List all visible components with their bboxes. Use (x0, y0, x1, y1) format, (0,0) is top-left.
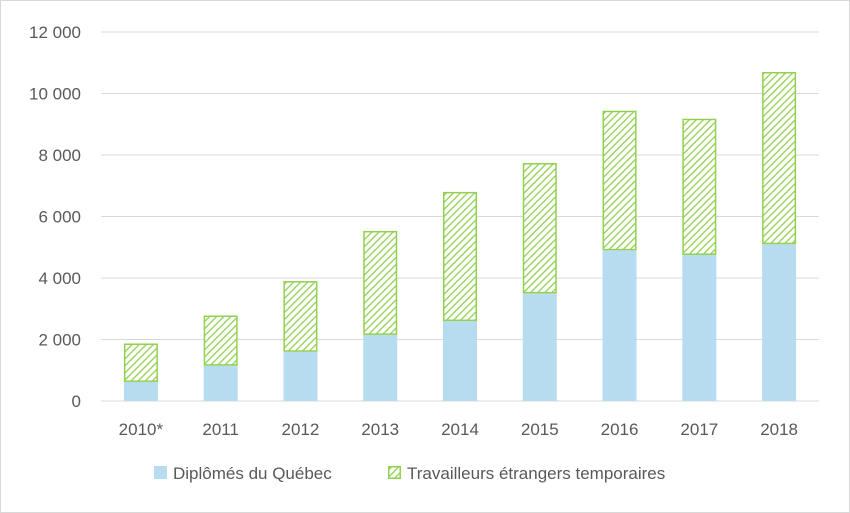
y-tick-label: 4 000 (38, 269, 81, 288)
bar-travailleurs-2010* (123, 343, 158, 382)
x-tick-label: 2012 (282, 420, 320, 439)
bar-diplomes-2017 (682, 254, 717, 401)
bar-diplomes-2018 (762, 244, 797, 401)
bar-travailleurs-2013 (363, 230, 398, 335)
y-tick-label: 12 000 (29, 23, 81, 42)
bar-travailleurs-2016 (602, 110, 637, 251)
bar-diplomes-2012 (283, 351, 318, 401)
y-tick-label: 6 000 (38, 208, 81, 227)
bar-diplomes-2016 (602, 250, 637, 401)
y-axis-tick-labels: 0 2 000 4 000 6 000 8 000 10 000 12 000 (29, 23, 81, 411)
y-tick-label: 8 000 (38, 146, 81, 165)
bar-travailleurs-2018 (762, 71, 797, 245)
x-axis-tick-labels: 2010* 2011 2012 2013 2014 2015 2016 2017 2018 (119, 420, 798, 439)
x-tick-label: 2010* (119, 420, 164, 439)
x-tick-label: 2016 (601, 420, 639, 439)
x-tick-label: 2011 (202, 420, 239, 439)
bars (123, 71, 797, 401)
x-tick-label: 2014 (441, 420, 479, 439)
y-tick-label: 10 000 (29, 85, 81, 104)
bar-diplomes-2011 (203, 365, 238, 401)
bar-diplomes-2013 (363, 334, 398, 401)
x-tick-label: 2017 (680, 420, 718, 439)
legend-swatch-diplomes (154, 466, 167, 479)
bar-diplomes-2010* (123, 381, 158, 401)
bar-diplomes-2015 (522, 293, 557, 401)
y-tick-label: 0 (72, 392, 81, 411)
y-tick-label: 2 000 (38, 331, 81, 350)
legend-label-diplomes: Diplômés du Québec (173, 464, 332, 483)
x-tick-label: 2018 (760, 420, 798, 439)
legend-swatch-travailleurs (388, 466, 401, 479)
bar-travailleurs-2011 (203, 315, 238, 366)
bar-diplomes-2014 (443, 321, 477, 401)
legend: Diplômés du Québec Travailleurs étrangers… (154, 464, 665, 483)
bar-travailleurs-2014 (443, 191, 477, 322)
bar-travailleurs-2015 (522, 162, 557, 294)
legend-label-travailleurs: Travailleurs étrangers temporaires (407, 464, 665, 483)
x-tick-label: 2015 (521, 420, 559, 439)
x-tick-label: 2013 (361, 420, 399, 439)
bar-travailleurs-2017 (682, 118, 717, 255)
bar-travailleurs-2012 (283, 281, 318, 352)
